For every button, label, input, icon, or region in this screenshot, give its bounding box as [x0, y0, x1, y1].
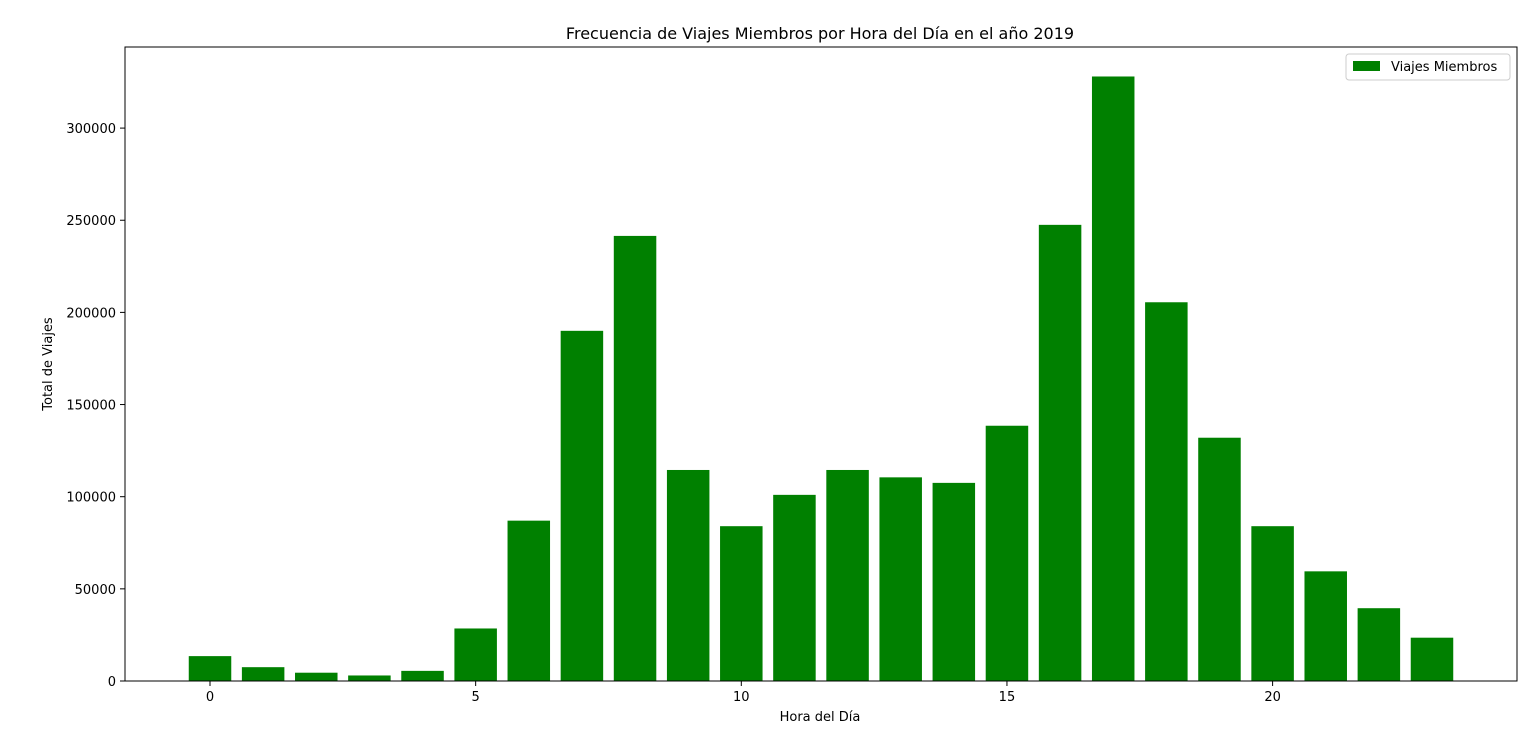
- x-tick-label: 5: [472, 690, 480, 705]
- bar-hour-2: [295, 672, 338, 681]
- bar-hour-21: [1304, 571, 1347, 681]
- y-tick-label: 50000: [75, 583, 116, 598]
- bar-hour-0: [188, 656, 232, 681]
- y-tick-label: 250000: [66, 214, 116, 229]
- y-tick-label: 300000: [66, 122, 116, 137]
- bar-hour-4: [401, 670, 444, 681]
- x-tick-label: 0: [206, 690, 214, 705]
- bar-hour-9: [666, 469, 710, 681]
- plot-frame: [124, 46, 1518, 682]
- legend: Viajes Miembros: [1345, 53, 1511, 81]
- bar-hour-14: [932, 482, 976, 681]
- chart-title: Frecuencia de Viajes Miembros por Hora d…: [566, 24, 1074, 43]
- bar-hour-19: [1198, 437, 1241, 681]
- x-axis-label: Hora del Día: [780, 710, 861, 725]
- bar-hour-7: [560, 330, 604, 681]
- bar-hour-13: [879, 477, 922, 681]
- bar-hour-11: [773, 494, 816, 681]
- bar-hour-15: [985, 425, 1029, 681]
- bar-hour-23: [1410, 637, 1454, 681]
- x-tick-label: 20: [1264, 690, 1281, 705]
- y-tick-label: 0: [108, 675, 116, 690]
- y-ticks: 0 50000 100000 150000 200000 250000 300000: [66, 122, 125, 690]
- bar-hour-6: [507, 520, 551, 681]
- bar-hour-5: [454, 628, 497, 681]
- legend-swatch: [1353, 61, 1380, 71]
- y-tick-label: 100000: [66, 491, 116, 506]
- bar-hour-8: [613, 235, 657, 681]
- bar-hour-16: [1038, 224, 1082, 681]
- bar-hour-20: [1251, 526, 1294, 681]
- y-tick-label: 150000: [66, 399, 116, 414]
- y-axis-label: Total de Viajes: [41, 317, 56, 412]
- bar-hour-18: [1145, 302, 1188, 681]
- bar-hour-12: [826, 469, 869, 681]
- bars-group: [188, 76, 1454, 681]
- bar-hour-3: [348, 675, 391, 681]
- legend-box: [1345, 53, 1511, 81]
- x-ticks: 0 5 10 15 20: [206, 681, 1281, 705]
- bar-hour-17: [1091, 76, 1135, 681]
- y-tick-label: 200000: [66, 306, 116, 321]
- legend-label: Viajes Miembros: [1391, 60, 1497, 75]
- bar-hour-10: [720, 526, 763, 681]
- x-tick-label: 10: [733, 690, 750, 705]
- x-tick-label: 15: [999, 690, 1016, 705]
- bar-hour-22: [1357, 608, 1401, 681]
- bar-hour-1: [241, 667, 285, 681]
